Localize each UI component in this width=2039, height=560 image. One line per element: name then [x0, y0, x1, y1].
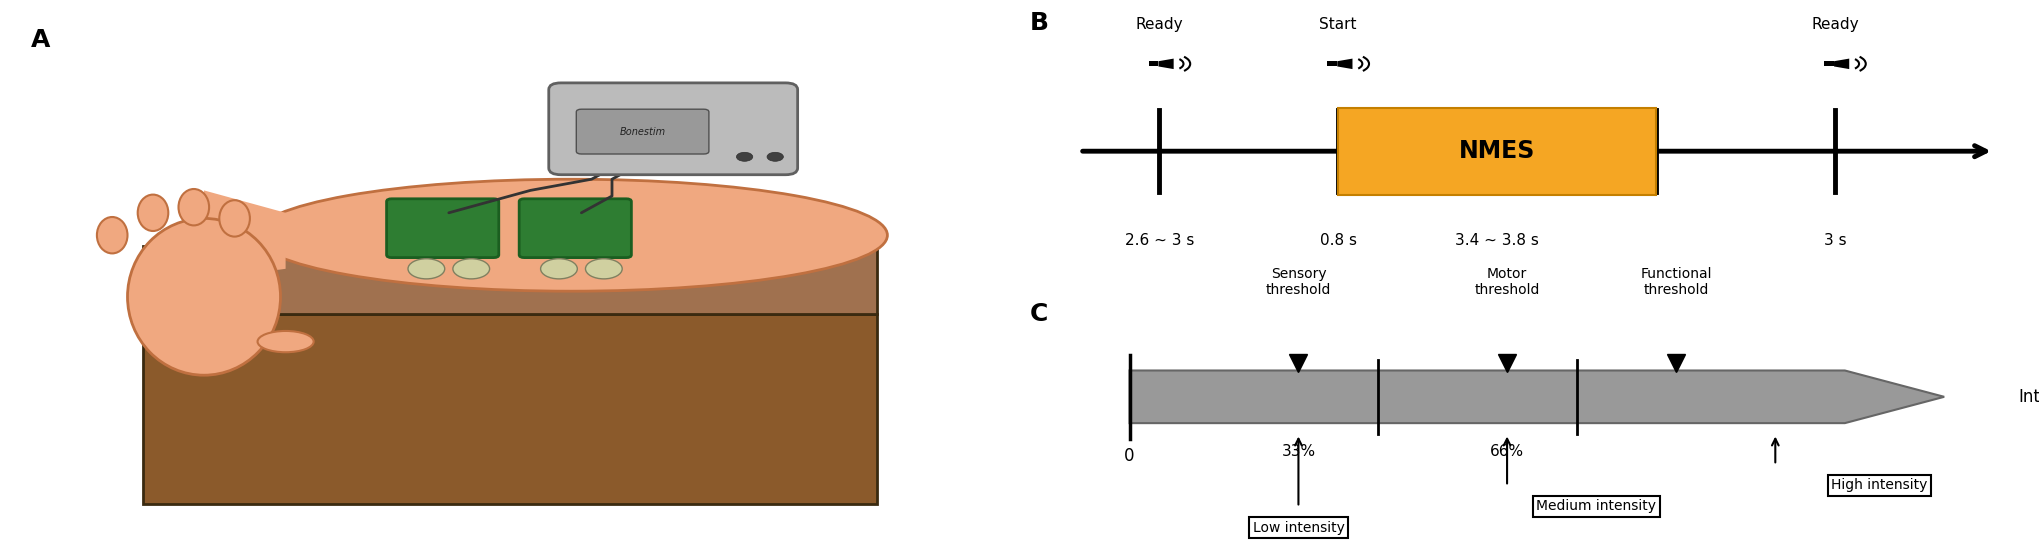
Text: 0.8 s: 0.8 s	[1319, 233, 1356, 248]
Text: Bonestim: Bonestim	[620, 127, 665, 137]
Polygon shape	[1158, 59, 1172, 69]
Text: Ready: Ready	[1136, 17, 1183, 32]
Text: 3.4 ~ 3.8 s: 3.4 ~ 3.8 s	[1454, 233, 1537, 248]
Ellipse shape	[98, 217, 128, 254]
Bar	[1338, 108, 1656, 195]
Ellipse shape	[139, 195, 167, 231]
Circle shape	[585, 259, 622, 279]
Polygon shape	[1833, 59, 1847, 69]
Text: A: A	[31, 28, 49, 52]
Text: 33%: 33%	[1280, 444, 1315, 459]
Ellipse shape	[257, 331, 314, 352]
Text: 2.6 ~ 3 s: 2.6 ~ 3 s	[1123, 233, 1193, 248]
Bar	[1327, 61, 1338, 67]
Bar	[1148, 61, 1158, 67]
FancyBboxPatch shape	[548, 83, 797, 175]
Text: Medium intensity: Medium intensity	[1535, 500, 1656, 514]
Text: Intensity: Intensity	[2019, 388, 2039, 406]
Polygon shape	[1130, 371, 1943, 423]
Text: Sensory
threshold: Sensory threshold	[1264, 267, 1331, 297]
Text: Functional
threshold: Functional threshold	[1639, 267, 1711, 297]
Text: High intensity: High intensity	[1831, 478, 1927, 492]
Ellipse shape	[128, 218, 281, 375]
Ellipse shape	[255, 179, 887, 291]
Polygon shape	[143, 314, 877, 504]
Text: NMES: NMES	[1458, 139, 1535, 163]
Polygon shape	[204, 190, 285, 280]
Text: B: B	[1030, 11, 1048, 35]
Circle shape	[736, 152, 752, 161]
Text: Low intensity: Low intensity	[1252, 521, 1344, 534]
Ellipse shape	[179, 189, 210, 225]
Text: 66%: 66%	[1488, 444, 1523, 459]
FancyBboxPatch shape	[387, 199, 500, 258]
FancyBboxPatch shape	[518, 199, 630, 258]
Polygon shape	[1338, 59, 1352, 69]
Ellipse shape	[220, 200, 251, 237]
Circle shape	[453, 259, 489, 279]
Text: C: C	[1030, 302, 1048, 326]
Circle shape	[767, 152, 783, 161]
Text: Ready: Ready	[1811, 17, 1858, 32]
Text: Motor
threshold: Motor threshold	[1474, 267, 1539, 297]
Text: 0: 0	[1123, 447, 1134, 465]
FancyBboxPatch shape	[575, 109, 710, 154]
Circle shape	[408, 259, 445, 279]
Text: 3 s: 3 s	[1823, 233, 1845, 248]
Text: Start: Start	[1319, 17, 1356, 32]
Polygon shape	[143, 246, 877, 314]
Circle shape	[540, 259, 577, 279]
Bar	[1823, 61, 1833, 67]
